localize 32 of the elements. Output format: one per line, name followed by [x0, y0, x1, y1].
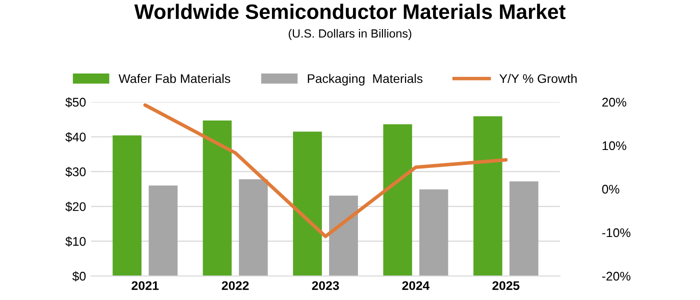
y-tick-label: $0 [72, 271, 86, 282]
chart-subtitle: (U.S. Dollars in Billions) [288, 29, 412, 40]
y-tick-label: $10 [65, 236, 86, 247]
y-tick-label: $20 [65, 202, 86, 212]
y-tick-label: $50 [65, 97, 86, 108]
y2-tick-label: -20% [602, 272, 630, 281]
x-tick-label: 2024 [402, 281, 430, 290]
y2-tick-label: 10% [602, 141, 626, 150]
x-tick-label: 2021 [132, 281, 159, 290]
x-tick-label: 2025 [492, 281, 520, 290]
bar [383, 124, 412, 276]
bar [202, 120, 232, 276]
bar [112, 135, 142, 276]
bar [238, 179, 268, 276]
bar [419, 189, 448, 276]
x-tick-label: 2023 [312, 281, 339, 290]
legend-label: Packaging Materials [308, 74, 422, 86]
y2-tick-label: -10% [602, 228, 630, 238]
x-tick-label: 2022 [222, 281, 249, 290]
y2-tick-label: 0% [602, 184, 620, 194]
y-tick-label: $30 [65, 166, 86, 177]
bar [329, 196, 358, 276]
y-tick-label: $40 [65, 132, 86, 142]
bar [293, 132, 322, 276]
line-series [143, 103, 508, 238]
bar [509, 181, 538, 276]
bar [473, 116, 502, 276]
legend-label: Y/Y % Growth [499, 74, 577, 84]
y2-tick-label: 20% [602, 98, 626, 107]
bar [148, 186, 178, 276]
chart-title: Worldwide Semiconductor Materials Market [134, 4, 566, 20]
legend-label: Wafer Fab Materials [118, 74, 230, 84]
